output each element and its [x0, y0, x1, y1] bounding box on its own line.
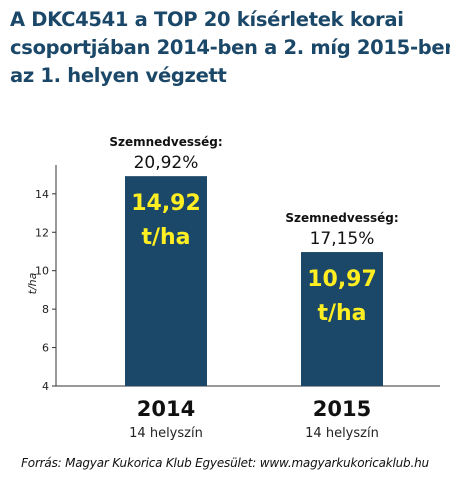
y-tick-label: 4	[42, 380, 49, 393]
bar-unit-label: t/ha	[141, 225, 190, 250]
title-line-1: A DKC4541 a TOP 20 kísérletek korai	[10, 8, 404, 31]
title-line-2: csoportjában 2014-ben a 2. míg 2015-ben	[10, 36, 450, 59]
chart-title: A DKC4541 a TOP 20 kísérletek korai csop…	[10, 6, 450, 90]
x-category-label: 2015	[313, 397, 371, 421]
y-tick-label: 6	[42, 342, 49, 355]
source-footer: Forrás: Magyar Kukorica Klub Egyesület: …	[21, 456, 429, 470]
moisture-label: Szemnedvesség:	[285, 211, 398, 225]
y-axis-label: t/ha	[26, 272, 39, 294]
moisture-value: 17,15%	[310, 229, 375, 249]
x-category-sublabel: 14 helyszín	[305, 426, 379, 441]
y-tick-label: 10	[35, 265, 49, 278]
title-line-3: az 1. helyen végzett	[10, 64, 227, 87]
bar-unit-label: t/ha	[317, 301, 366, 326]
x-category-sublabel: 14 helyszín	[129, 426, 203, 441]
x-category-label: 2014	[137, 397, 195, 421]
moisture-label: Szemnedvesség:	[109, 135, 222, 149]
bar-2014	[125, 176, 207, 386]
y-tick-label: 14	[35, 188, 49, 201]
bar-value-label: 14,92	[131, 191, 201, 216]
moisture-value: 20,92%	[134, 153, 199, 173]
y-tick-label: 12	[35, 226, 49, 239]
y-tick-label: 8	[42, 303, 49, 316]
bar-value-label: 10,97	[307, 267, 377, 292]
bar-2015	[301, 252, 383, 386]
